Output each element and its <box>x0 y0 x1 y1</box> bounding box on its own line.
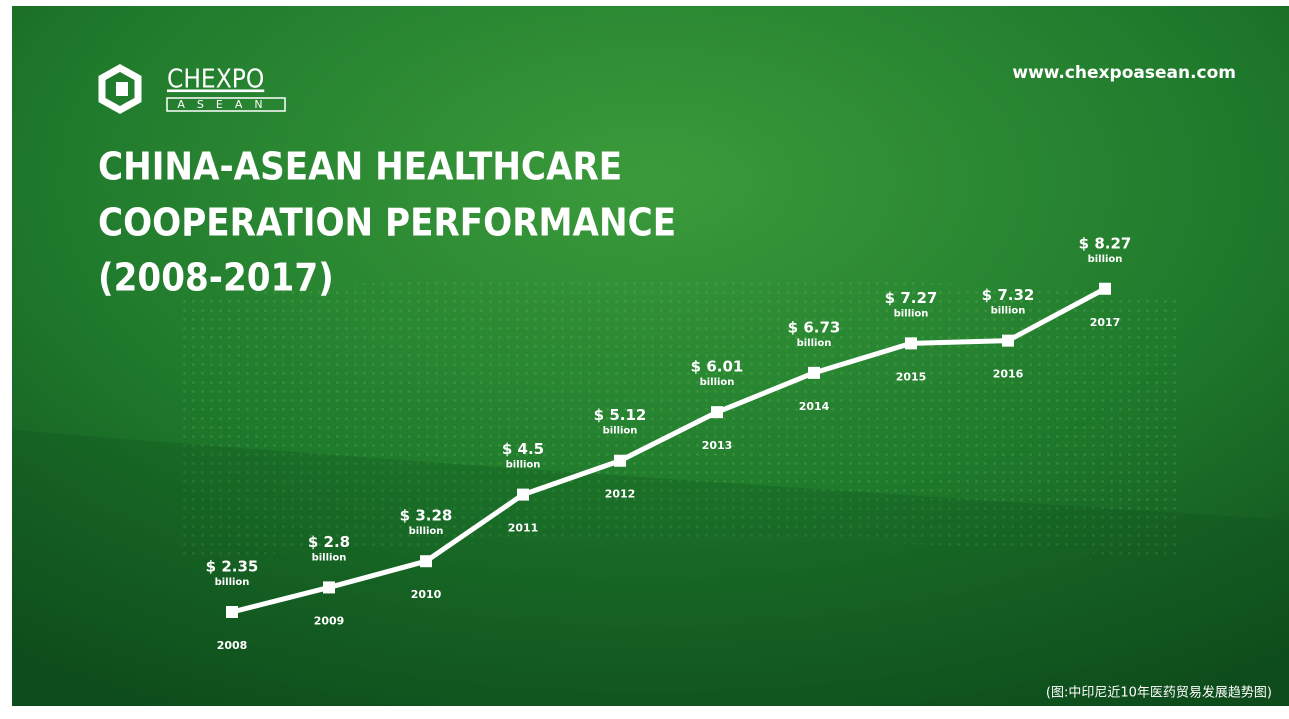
year-label: 2015 <box>896 370 927 383</box>
point-marker <box>905 337 917 350</box>
brand-sub-box <box>166 97 286 112</box>
title-line: (2008-2017) <box>98 256 334 300</box>
title-line: CHINA-ASEAN HEALTHCARE <box>98 145 622 189</box>
logo-icon-core <box>116 82 128 96</box>
value-label: $ 5.12 <box>594 406 647 424</box>
point-marker <box>1002 334 1014 347</box>
world-map-dots <box>180 275 1180 560</box>
value-label: $ 6.73 <box>788 318 841 336</box>
point-marker <box>323 581 335 594</box>
point-marker <box>711 406 723 419</box>
value-label: $ 6.01 <box>691 358 744 376</box>
wave <box>12 430 1289 706</box>
logo-icon <box>98 63 142 115</box>
caption: (图:中印尼近10年医药贸易发展趋势图) <box>1046 685 1272 701</box>
unit-label: billion <box>700 377 735 388</box>
value-label: $ 2.35 <box>206 557 259 575</box>
data-line <box>231 286 1107 615</box>
logo: CHEXPO ASEAN <box>98 63 286 115</box>
year-label: 2012 <box>605 488 636 501</box>
year-label: 2011 <box>508 522 539 535</box>
point-marker <box>1099 282 1111 295</box>
value-label: $ 4.5 <box>502 440 544 458</box>
year-label: 2013 <box>702 439 733 452</box>
value-label: $ 7.32 <box>982 286 1035 304</box>
unit-label: billion <box>797 338 832 349</box>
unit-label: billion <box>215 577 250 588</box>
point-marker <box>420 555 432 568</box>
unit-label: billion <box>312 552 347 563</box>
point-marker <box>517 488 529 501</box>
point-marker <box>614 454 626 467</box>
unit-label: billion <box>409 526 444 537</box>
brand: CHEXPO <box>167 65 264 95</box>
value-label: $ 8.27 <box>1079 234 1132 252</box>
value-label: $ 7.27 <box>885 289 938 307</box>
year-label: 2008 <box>217 639 248 652</box>
brand-sub: ASEAN <box>177 98 274 111</box>
year-label: 2014 <box>799 400 830 413</box>
point-marker <box>226 605 238 618</box>
year-label: 2010 <box>411 588 442 601</box>
point-marker <box>808 366 820 379</box>
unit-label: billion <box>991 306 1026 317</box>
value-label: $ 2.8 <box>308 533 350 551</box>
url: www.chexpoasean.com <box>1012 63 1236 83</box>
unit-label: billion <box>894 308 929 319</box>
year-label: 2009 <box>314 614 345 627</box>
title-line: COOPERATION PERFORMANCE <box>98 201 676 245</box>
unit-label: billion <box>1088 254 1123 265</box>
value-label: $ 3.28 <box>400 507 453 525</box>
unit-label: billion <box>506 460 541 471</box>
year-label: 2016 <box>993 368 1024 381</box>
year-label: 2017 <box>1090 316 1121 329</box>
unit-label: billion <box>603 426 638 437</box>
